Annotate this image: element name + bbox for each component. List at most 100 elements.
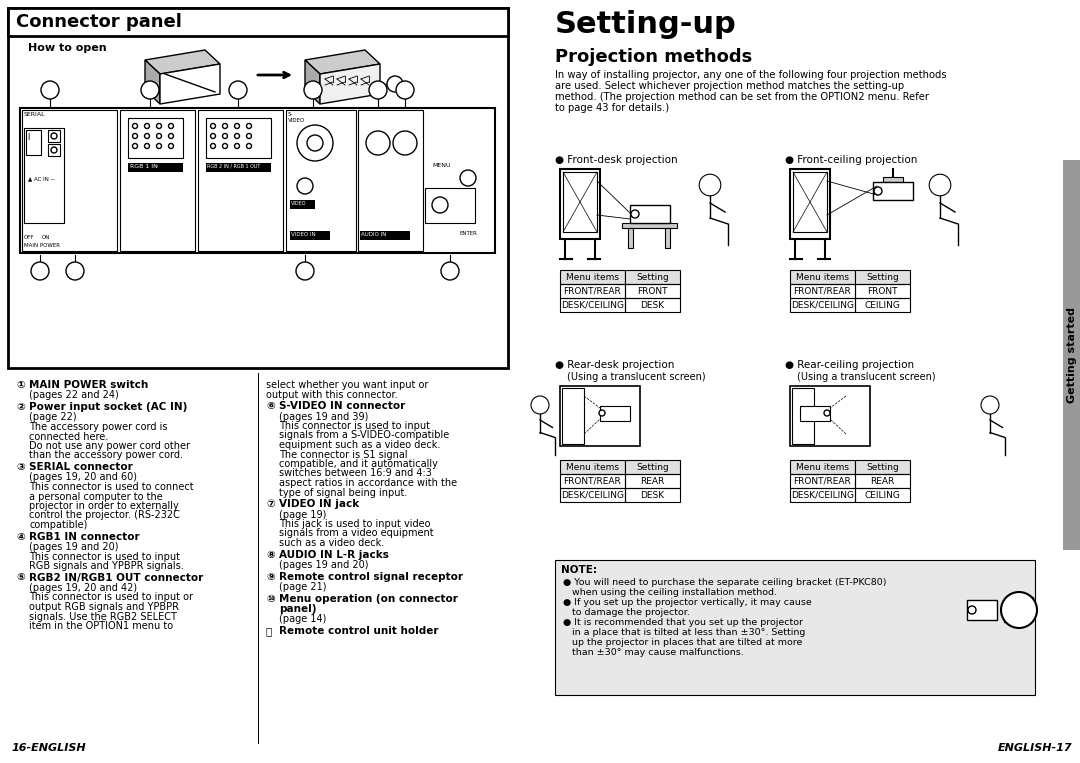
Text: REAR: REAR: [640, 477, 664, 485]
Text: 11: 11: [389, 79, 401, 89]
Text: ● It is recommended that you set up the projector: ● It is recommended that you set up the …: [563, 618, 804, 627]
Bar: [562, 388, 584, 444]
Circle shape: [531, 396, 549, 414]
Text: ENGLISH-17: ENGLISH-17: [997, 743, 1072, 753]
Text: aspect ratios in accordance with the: aspect ratios in accordance with the: [279, 478, 457, 488]
Text: (pages 19 and 20): (pages 19 and 20): [29, 542, 119, 552]
Text: How to open: How to open: [28, 43, 107, 53]
Bar: [855, 298, 910, 312]
Text: ● Rear-desk projection: ● Rear-desk projection: [555, 360, 674, 370]
Circle shape: [222, 143, 228, 149]
Text: (pages 19, 20 and 42): (pages 19, 20 and 42): [29, 583, 137, 593]
Text: (page 19): (page 19): [279, 510, 326, 520]
Text: AUDIO IN: AUDIO IN: [361, 232, 387, 237]
Bar: [24, 128, 64, 223]
Circle shape: [393, 131, 417, 155]
Bar: [665, 228, 670, 248]
Text: ENTER: ENTER: [460, 231, 477, 236]
Text: signals from a video equipment: signals from a video equipment: [279, 529, 434, 539]
Text: Power input socket (AC IN): Power input socket (AC IN): [29, 402, 187, 412]
Text: MENU: MENU: [432, 163, 450, 168]
Text: 8: 8: [375, 85, 381, 95]
Bar: [625, 474, 680, 488]
Circle shape: [307, 135, 323, 151]
Text: ⑪: ⑪: [266, 626, 272, 636]
Text: ⑨: ⑨: [266, 571, 274, 581]
Circle shape: [968, 606, 976, 614]
Bar: [48, 130, 60, 142]
Text: Remote control signal receptor: Remote control signal receptor: [279, 571, 463, 581]
Bar: [291, 200, 315, 209]
Circle shape: [168, 143, 174, 149]
Circle shape: [168, 134, 174, 139]
Text: output with this connector.: output with this connector.: [266, 389, 397, 400]
Bar: [625, 284, 680, 298]
Circle shape: [929, 174, 950, 196]
Text: AUDIO IN L-R jacks: AUDIO IN L-R jacks: [279, 549, 389, 559]
Text: CEILING: CEILING: [865, 491, 901, 500]
Text: FRONT/REAR: FRONT/REAR: [564, 286, 621, 295]
Bar: [789, 284, 855, 298]
Text: S-: S-: [288, 112, 294, 117]
Text: ● Front-ceiling projection: ● Front-ceiling projection: [785, 155, 917, 165]
Bar: [855, 474, 910, 488]
Bar: [789, 460, 855, 474]
Bar: [800, 406, 831, 421]
Text: ④: ④: [16, 532, 25, 542]
Bar: [789, 488, 855, 502]
Bar: [48, 144, 60, 156]
Text: Connector panel: Connector panel: [16, 13, 181, 31]
Text: signals. Use the RGB2 SELECT: signals. Use the RGB2 SELECT: [29, 611, 177, 622]
Text: This connector is used to input: This connector is used to input: [279, 421, 430, 431]
Text: RGB signals and YPBPR signals.: RGB signals and YPBPR signals.: [29, 561, 184, 571]
Bar: [198, 110, 283, 251]
Text: VIDEO IN: VIDEO IN: [291, 232, 315, 237]
Text: ● Rear-ceiling projection: ● Rear-ceiling projection: [785, 360, 914, 370]
Text: SERIAL connector: SERIAL connector: [29, 462, 133, 472]
Text: FRONT/REAR: FRONT/REAR: [794, 286, 851, 295]
Text: Menu operation (on connector: Menu operation (on connector: [279, 594, 458, 604]
Bar: [206, 163, 271, 172]
Text: up the projector in places that are tilted at more: up the projector in places that are tilt…: [563, 638, 802, 647]
Bar: [789, 270, 855, 284]
Bar: [625, 488, 680, 502]
Bar: [789, 474, 855, 488]
Circle shape: [369, 81, 387, 99]
Text: VIDEO: VIDEO: [291, 201, 307, 206]
Text: DESK: DESK: [640, 301, 664, 310]
Bar: [561, 169, 600, 239]
Bar: [789, 298, 855, 312]
Text: 9: 9: [402, 85, 408, 95]
Circle shape: [460, 170, 476, 186]
Text: ● You will need to purchase the separate ceiling bracket (ET-PKC80): ● You will need to purchase the separate…: [563, 578, 887, 587]
Text: ⑦: ⑦: [266, 499, 274, 509]
Circle shape: [41, 81, 59, 99]
Circle shape: [157, 143, 162, 149]
Text: This connector is used to input: This connector is used to input: [29, 552, 180, 562]
Circle shape: [246, 124, 252, 128]
Text: Do not use any power cord other: Do not use any power cord other: [29, 441, 190, 451]
Text: select whether you want input or: select whether you want input or: [266, 380, 429, 390]
Text: RGB 1 IN: RGB 1 IN: [130, 164, 158, 169]
Circle shape: [234, 124, 240, 128]
Bar: [8, 8, 508, 36]
Text: (Using a translucent screen): (Using a translucent screen): [797, 372, 935, 382]
Circle shape: [432, 197, 448, 213]
Bar: [855, 460, 910, 474]
Bar: [8, 8, 508, 368]
Text: ⑩: ⑩: [266, 594, 274, 604]
Text: 5: 5: [234, 85, 241, 95]
Polygon shape: [145, 60, 160, 104]
Text: switches between 16:9 and 4:3: switches between 16:9 and 4:3: [279, 468, 432, 478]
Bar: [561, 270, 625, 284]
Text: 4: 4: [147, 85, 153, 95]
Circle shape: [1001, 592, 1037, 628]
Circle shape: [222, 134, 228, 139]
Circle shape: [234, 143, 240, 149]
Text: (Using a translucent screen): (Using a translucent screen): [567, 372, 705, 382]
Bar: [561, 460, 625, 474]
Circle shape: [366, 131, 390, 155]
Polygon shape: [305, 60, 320, 104]
Text: CEILING: CEILING: [865, 301, 901, 310]
Circle shape: [246, 134, 252, 139]
